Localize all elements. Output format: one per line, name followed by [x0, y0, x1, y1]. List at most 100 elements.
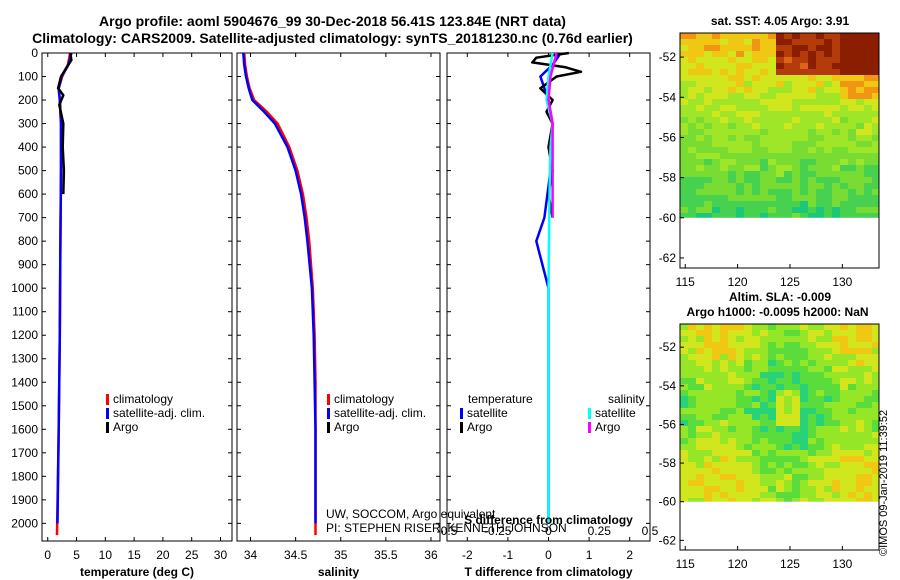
map-cell [784, 183, 792, 189]
map-cell [824, 480, 832, 486]
map-cell [704, 330, 712, 336]
map-cell [704, 123, 712, 129]
map-cell [776, 438, 784, 444]
map-cell [784, 402, 792, 408]
map-cell [792, 372, 800, 378]
map-cell [704, 165, 712, 171]
map-cell [808, 51, 816, 57]
map-cell [696, 378, 704, 384]
map-cell [696, 33, 704, 39]
map-cell [872, 63, 879, 69]
map-cell [760, 438, 768, 444]
map-x-tick-label: 115 [676, 275, 695, 289]
map-cell [736, 33, 744, 39]
map-cell [736, 207, 744, 213]
map-cell [760, 372, 768, 378]
map-cell [760, 426, 768, 432]
map-cell [760, 117, 768, 123]
map-cell [680, 45, 688, 51]
map-cell [728, 360, 736, 366]
map-cell [792, 57, 800, 63]
map-cell [688, 207, 696, 213]
map-cell [816, 171, 824, 177]
map-cell [800, 183, 808, 189]
map-cell [792, 456, 800, 462]
map-cell [864, 432, 872, 438]
map-cell [816, 183, 824, 189]
map-cell [800, 75, 808, 81]
map-cell [704, 33, 712, 39]
map-cell [696, 366, 704, 372]
map-cell [736, 366, 744, 372]
map-cell [768, 348, 776, 354]
map-cell [864, 426, 872, 432]
x-tick-label: 1 [586, 548, 593, 562]
map-cell [808, 183, 816, 189]
map-cell [792, 45, 800, 51]
map-cell [872, 75, 879, 81]
map-cell [816, 414, 824, 420]
map-cell [840, 45, 848, 51]
y-tick-label: 800 [18, 234, 38, 248]
map-cell [808, 414, 816, 420]
map-cell [688, 93, 696, 99]
x-tick-label: 35.5 [374, 548, 398, 562]
map-cell [824, 213, 832, 218]
map-cell [704, 93, 712, 99]
map-cell [736, 354, 744, 360]
map-cell [728, 129, 736, 135]
map-cell [792, 360, 800, 366]
map-cell [768, 195, 776, 201]
map-cell [792, 165, 800, 171]
map-cell [784, 147, 792, 153]
panel-frame-salinity [236, 52, 441, 542]
series-line-climatology [242, 52, 317, 536]
map-cell [720, 486, 728, 492]
map-cell [800, 105, 808, 111]
map-cell [680, 426, 688, 432]
map-cell [856, 141, 864, 147]
series-line-argo [56, 52, 73, 195]
map-cell [688, 414, 696, 420]
x-axis-label: T difference from climatology [464, 565, 632, 579]
map-cell [680, 129, 688, 135]
map-cell [688, 177, 696, 183]
map-cell [688, 366, 696, 372]
map-cell [832, 207, 840, 213]
map-cell [872, 486, 879, 492]
map-cell [688, 183, 696, 189]
map-cell [680, 330, 688, 336]
map-x-tick-label: 120 [728, 275, 748, 289]
map-cell [712, 384, 720, 390]
map-cell [872, 492, 879, 498]
map-cell [744, 33, 752, 39]
map-cell [696, 213, 704, 218]
map-cell [688, 39, 696, 45]
map-cell [744, 111, 752, 117]
map-cell [848, 426, 856, 432]
map-cell [712, 360, 720, 366]
map-cell [752, 372, 760, 378]
map-cell [800, 87, 808, 93]
map-cell [688, 135, 696, 141]
map-cell [848, 195, 856, 201]
x-tick-label: -1 [503, 548, 514, 562]
map-cell [768, 93, 776, 99]
map-cell [752, 468, 760, 474]
map-cell [808, 207, 816, 213]
map-cell [872, 93, 879, 99]
map-cell [768, 141, 776, 147]
map-cell [744, 396, 752, 402]
map-cell [744, 336, 752, 342]
x-tick-label: 0 [44, 548, 51, 562]
map-cell [760, 75, 768, 81]
map-cell [704, 39, 712, 45]
map-cell [696, 420, 704, 426]
map-cell [776, 444, 784, 450]
map-cell [840, 420, 848, 426]
map-cell [824, 39, 832, 45]
map-cell [864, 444, 872, 450]
map-cell [856, 474, 864, 480]
map-x-tick-label: 130 [832, 557, 852, 571]
map-cell [688, 492, 696, 498]
